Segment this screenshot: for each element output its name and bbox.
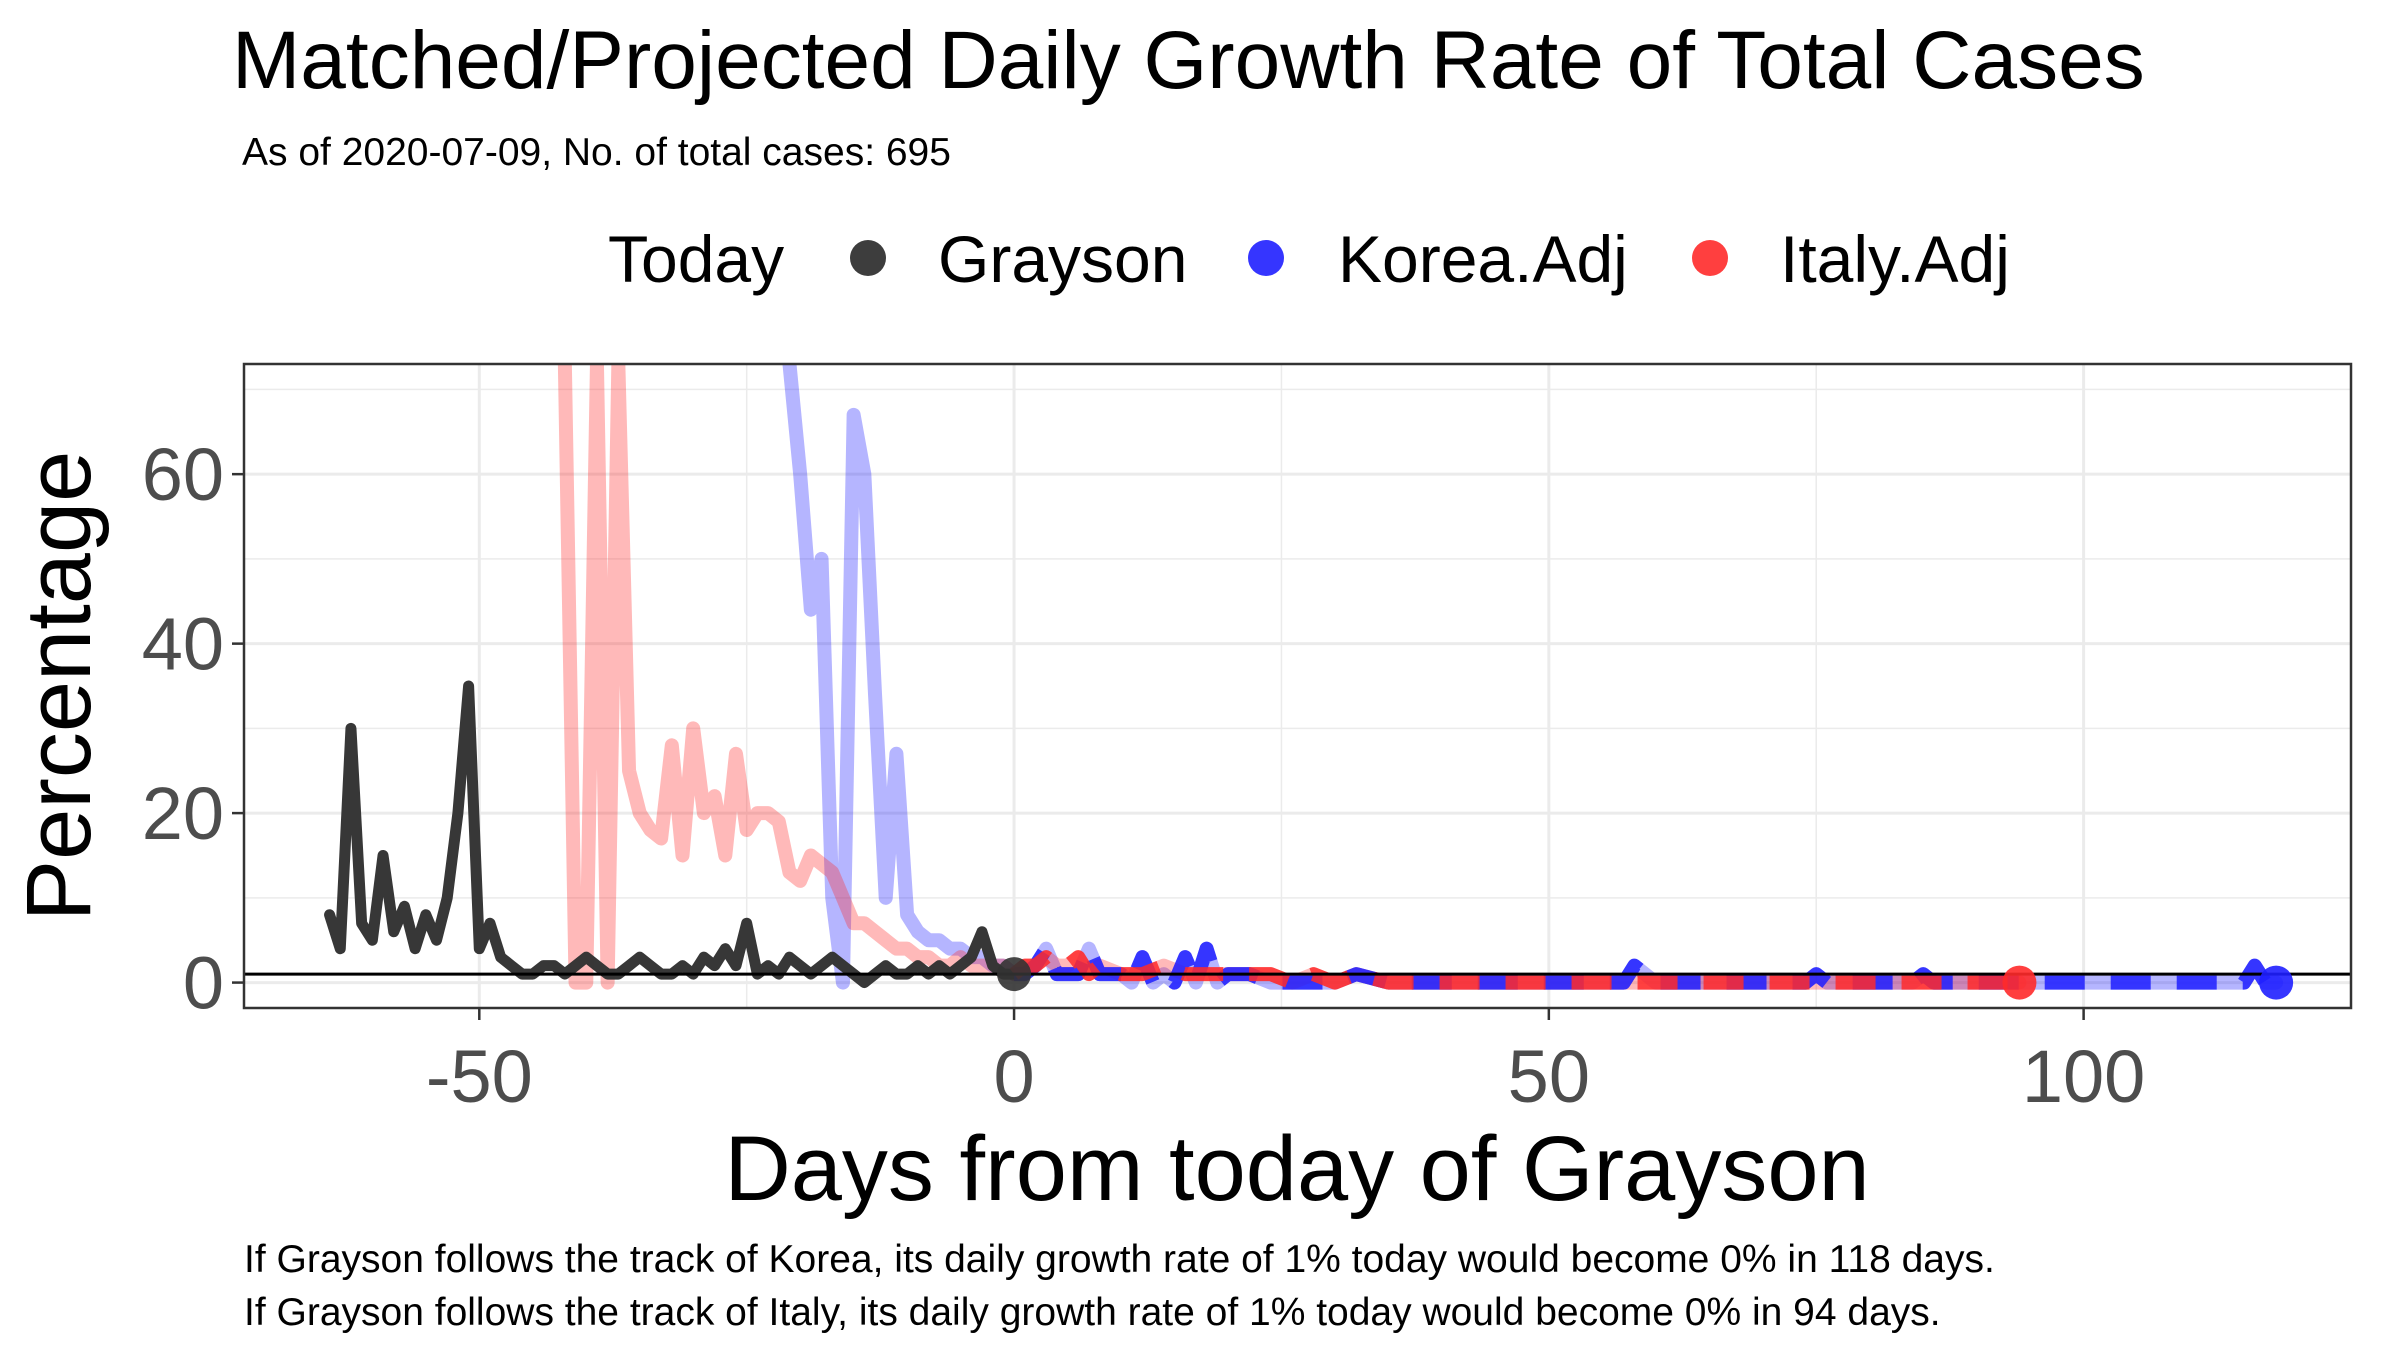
grid xyxy=(244,364,2352,1008)
footnote-italy: If Grayson follows the track of Italy, i… xyxy=(244,1291,1941,1334)
y-tick-label: 60 xyxy=(142,433,224,516)
plot-border xyxy=(242,362,2353,1010)
legend-key-italy xyxy=(1692,240,1728,276)
legend-key-grayson xyxy=(850,240,886,276)
legend-label-italy: Italy.Adj xyxy=(1780,222,2010,296)
x-axis-ticks: -50 0 50 100 xyxy=(426,1008,2145,1118)
endpoint-korea-adj xyxy=(2259,965,2294,1000)
x-tick-label: 50 xyxy=(1508,1035,1590,1118)
x-tick-label: -50 xyxy=(426,1035,533,1118)
x-tick-label: 0 xyxy=(993,1035,1034,1118)
endpoint-markers xyxy=(997,957,2294,1000)
legend-label-korea: Korea.Adj xyxy=(1338,222,1628,296)
y-tick-label: 40 xyxy=(142,603,224,686)
legend: Today Grayson Korea.Adj Italy.Adj xyxy=(608,222,2010,296)
y-tick-label: 0 xyxy=(183,942,224,1025)
legend-title: Today xyxy=(608,222,784,296)
chart-title: Matched/Projected Daily Growth Rate of T… xyxy=(232,15,2145,106)
endpoint-italy-adj xyxy=(2002,965,2037,1000)
plot-panel xyxy=(244,364,2351,1008)
chart-subtitle: As of 2020-07-09, No. of total cases: 69… xyxy=(242,131,951,174)
series-projection-italy-adj xyxy=(1009,950,2020,990)
x-tick-label: 100 xyxy=(2022,1035,2145,1118)
y-axis-label: Percentage xyxy=(8,451,110,922)
x-axis-label: Days from today of Grayson xyxy=(724,1118,1869,1220)
footnote-korea: If Grayson follows the track of Korea, i… xyxy=(244,1238,1995,1281)
legend-label-grayson: Grayson xyxy=(938,222,1187,296)
y-axis-ticks: 0 20 40 60 xyxy=(142,433,244,1025)
endpoint-grayson xyxy=(997,957,1032,992)
y-tick-label: 20 xyxy=(142,772,224,855)
legend-key-korea xyxy=(1248,240,1284,276)
